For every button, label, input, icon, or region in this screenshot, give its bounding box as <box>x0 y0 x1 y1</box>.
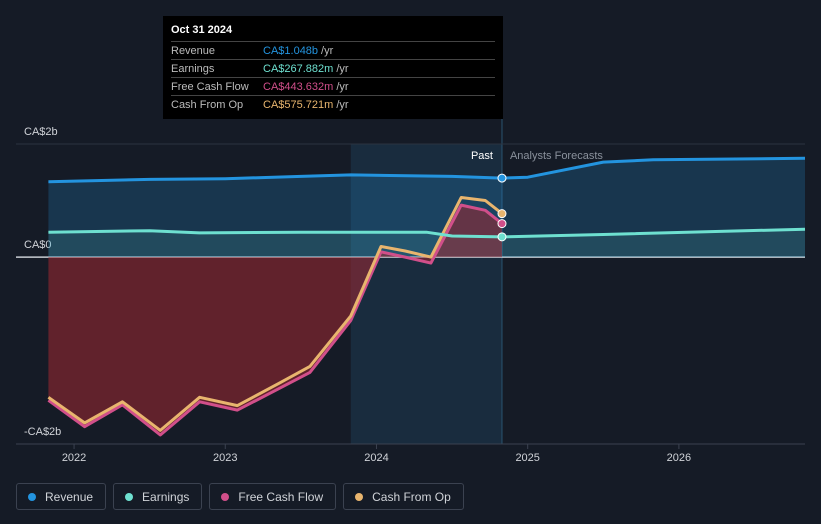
tooltip-row: Cash From Op CA$575.721m/yr <box>171 96 495 113</box>
legend-label: Free Cash Flow <box>238 489 324 504</box>
tooltip-value: CA$443.632m <box>263 80 334 93</box>
legend-swatch <box>125 492 134 501</box>
legend-item[interactable]: Revenue <box>16 483 107 510</box>
tooltip-row: Revenue CA$1.048b/yr <box>171 42 495 60</box>
legend-item[interactable]: Free Cash Flow <box>209 483 337 510</box>
legend-label: Earnings <box>142 489 190 504</box>
legend-swatch <box>28 492 36 501</box>
tooltip-label: Free Cash Flow <box>171 80 249 93</box>
x-tick-label: 2025 <box>515 452 539 464</box>
legend: Revenue Earnings Free Cash Flow Cash From O… <box>16 483 464 510</box>
legend-item[interactable]: Cash From Op <box>343 483 464 510</box>
y-tick-label: -CA$2b <box>24 426 61 438</box>
x-tick-label: 2023 <box>213 452 237 464</box>
tooltip-label: Cash From Op <box>171 98 244 111</box>
series-line <box>48 156 806 184</box>
tooltip: Oct 31 2024 Revenue CA$1.048b/yr Earnings C… <box>163 16 503 119</box>
tooltip-row: Free Cash Flow CA$443.632m/yr <box>171 78 495 96</box>
legend-swatch <box>355 492 364 501</box>
legend-label: Cash From Op <box>372 489 451 504</box>
tooltip-value: CA$1.048b <box>263 44 319 57</box>
tooltip-label: Earnings <box>171 62 215 75</box>
tooltip-value: CA$267.882m <box>263 62 334 75</box>
chart: Past Analysts Forecasts CA$2b CA$0 -CA$2b 202… <box>16 16 806 464</box>
tooltip-row: Earnings CA$267.882m/yr <box>171 60 495 78</box>
x-tick-label: 2024 <box>364 452 388 464</box>
tooltip-unit: /yr <box>336 80 349 93</box>
present-point <box>497 209 507 219</box>
present-point <box>497 219 507 229</box>
x-tick-label: 2026 <box>667 452 691 464</box>
tooltip-date: Oct 31 2024 <box>171 24 495 42</box>
tooltip-unit: /yr <box>336 62 349 75</box>
tooltip-label: Revenue <box>171 44 216 57</box>
series-area <box>48 205 503 435</box>
tooltip-unit: /yr <box>321 44 334 57</box>
y-tick-label: CA$2b <box>24 126 58 138</box>
legend-label: Revenue <box>45 489 94 504</box>
series-line <box>47 203 503 437</box>
series-area <box>48 229 805 258</box>
present-point <box>497 232 507 242</box>
tooltip-unit: /yr <box>336 98 349 111</box>
legend-item[interactable]: Earnings <box>113 483 203 510</box>
past-label: Past <box>471 150 493 162</box>
series-line <box>48 227 806 239</box>
x-tick-label: 2022 <box>62 452 86 464</box>
present-point <box>497 173 507 183</box>
tooltip-value: CA$575.721m <box>263 98 334 111</box>
past-shade <box>350 144 502 444</box>
legend-swatch <box>221 492 230 501</box>
y-tick-label: CA$0 <box>24 239 52 251</box>
forecast-label: Analysts Forecasts <box>510 150 603 162</box>
series-line <box>47 196 503 432</box>
